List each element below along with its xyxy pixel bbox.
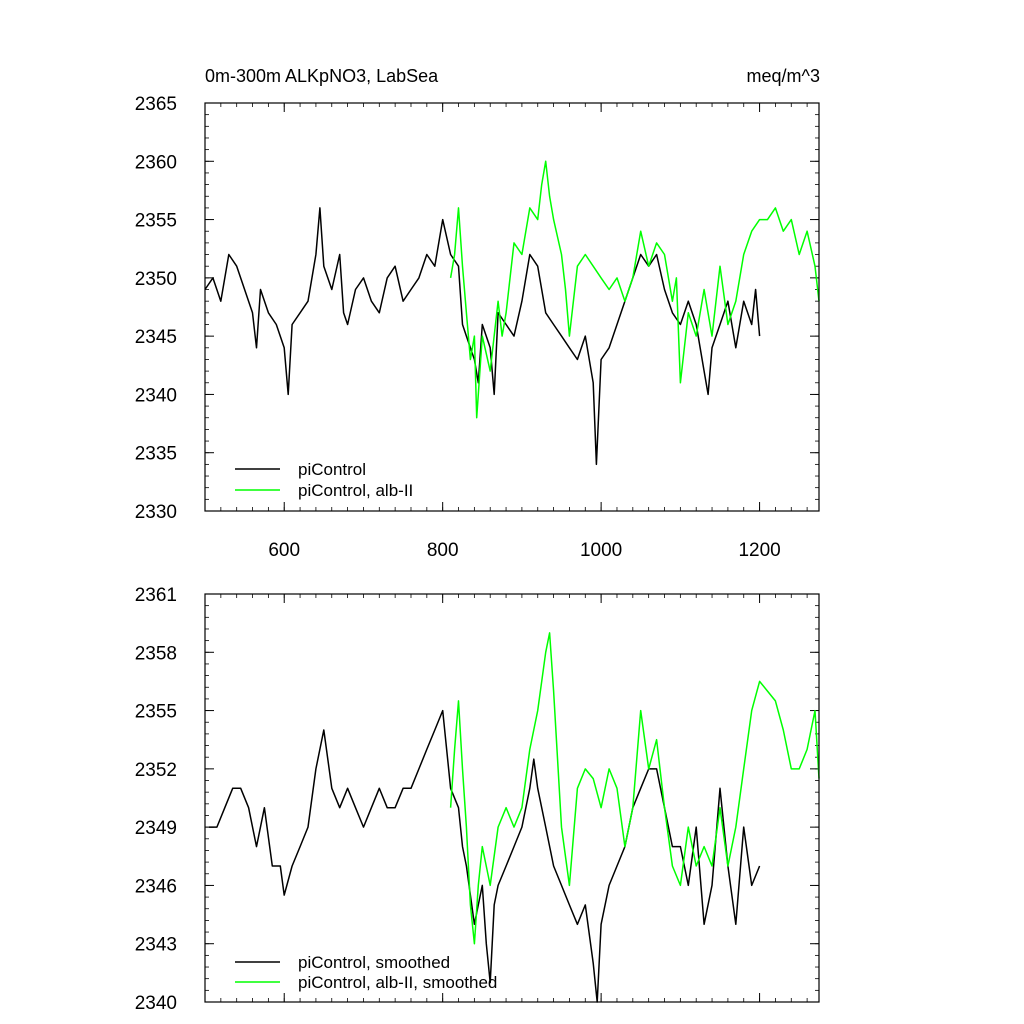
y-tick-label: 2358 [135,643,177,664]
top-title-right: meq/m^3 [747,66,820,86]
series-line-1-1 [449,632,820,945]
bottom-legend: piControl, smoothed piControl, alb-II, s… [235,953,497,992]
y-tick-label: 2340 [135,993,177,1014]
bottom-y-axis: 2340 2343 2346 2349 2352 2355 2358 2361 [135,585,819,1014]
x-tick-label: 1000 [580,540,622,561]
y-tick-label: 2343 [135,935,177,956]
series-line-0-1 [449,160,820,419]
x-tick-label: 800 [427,540,459,561]
y-tick-label: 2345 [135,327,177,348]
top-x-axis: 600 800 1000 1200 [220,103,808,561]
y-tick-label: 2360 [135,152,177,173]
bottom-series [209,632,820,1003]
bottom-plot-frame [204,593,820,1003]
legend-label-picontrol: piControl [298,460,366,479]
top-series [204,160,820,466]
y-tick-label: 2361 [135,585,177,606]
legend-label-picontrol-smoothed: piControl, smoothed [298,953,450,972]
top-y-axis: 2330 2335 2340 2345 2350 2355 2360 2365 [135,94,819,523]
y-tick-label: 2365 [135,94,177,115]
top-panel: 0m-300m ALKpNO3, LabSea meq/m^3 2330 2335… [135,66,820,561]
top-legend: piControl piControl, alb-II [235,460,413,500]
y-tick-label: 2350 [135,269,177,290]
y-tick-label: 2330 [135,502,177,523]
legend-label-alb: piControl, alb-II [298,481,413,500]
top-plot-frame [204,102,820,512]
top-title-left: 0m-300m ALKpNO3, LabSea [205,66,439,86]
x-tick-label: 1200 [738,540,780,561]
y-tick-label: 2340 [135,385,177,406]
legend-label-alb-smoothed: piControl, alb-II, smoothed [298,973,497,992]
y-tick-label: 2352 [135,760,177,781]
x-tick-label: 600 [268,540,300,561]
series-line-1-0 [209,709,761,1003]
y-tick-label: 2355 [135,211,177,232]
y-tick-label: 2349 [135,818,177,839]
y-tick-label: 2346 [135,876,177,897]
bottom-panel: 2340 2343 2346 2349 2352 2355 2358 2361 piContr… [135,585,820,1014]
y-tick-label: 2335 [135,444,177,465]
y-tick-label: 2355 [135,702,177,723]
series-line-0-0 [204,207,761,466]
bottom-x-axis [220,594,808,1002]
